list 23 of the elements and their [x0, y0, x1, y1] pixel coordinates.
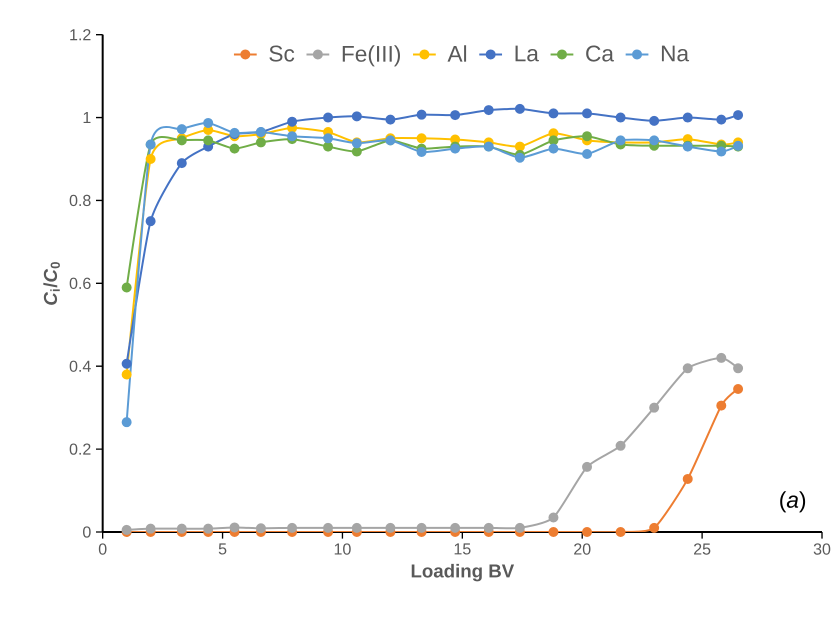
y-axis-title: C$_{i}$/C$_{0}$ — [43, 262, 60, 305]
x-tick-label: 10 — [334, 543, 351, 555]
legend-label: Ca — [586, 46, 614, 62]
x-tick-label: 15 — [454, 543, 471, 555]
x-axis-title: Loading BV — [412, 564, 514, 582]
y-tick-label: 0.4 — [70, 360, 91, 372]
annotation: (a) — [780, 491, 806, 512]
legend-label: Al — [447, 45, 466, 62]
x-tick-label: 20 — [574, 543, 591, 555]
x-tick-label: 0 — [98, 543, 106, 555]
legend-label: Na — [662, 46, 690, 62]
y-tick-label: 1.2 — [70, 29, 90, 40]
x-tick-label: 5 — [218, 543, 226, 555]
legend-label: Fe(III) — [342, 45, 400, 66]
y-tick-label: 1 — [84, 112, 91, 124]
x-tick-label: 30 — [814, 543, 830, 555]
legend-label: La — [516, 46, 539, 62]
y-tick-label: 0.8 — [70, 194, 91, 206]
y-tick-label: 0 — [83, 526, 91, 538]
x-tick-label: 25 — [694, 543, 710, 555]
y-tick-label: 0.6 — [70, 278, 91, 289]
y-tick-label: 0.2 — [70, 443, 90, 455]
legend-label: Sc — [269, 46, 294, 62]
